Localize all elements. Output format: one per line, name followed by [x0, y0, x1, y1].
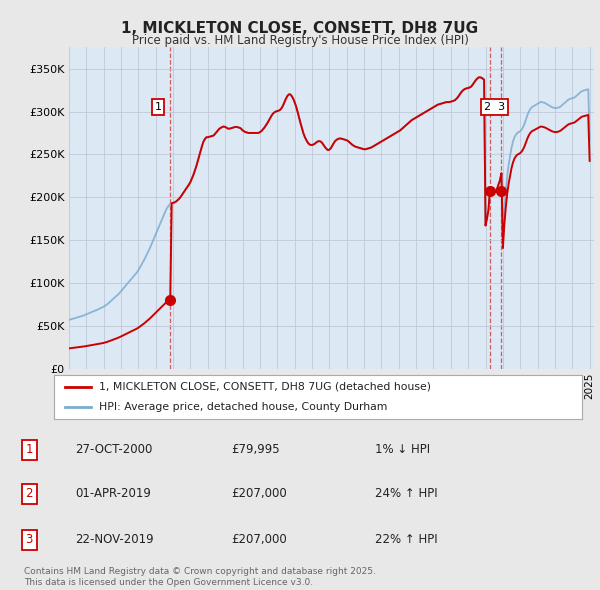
Text: 1, MICKLETON CLOSE, CONSETT, DH8 7UG: 1, MICKLETON CLOSE, CONSETT, DH8 7UG — [121, 21, 479, 36]
Text: 3: 3 — [26, 533, 33, 546]
Text: HPI: Average price, detached house, County Durham: HPI: Average price, detached house, Coun… — [99, 402, 387, 412]
Text: 01-APR-2019: 01-APR-2019 — [76, 487, 151, 500]
Text: £79,995: £79,995 — [231, 443, 280, 456]
Text: Contains HM Land Registry data © Crown copyright and database right 2025.
This d: Contains HM Land Registry data © Crown c… — [24, 568, 376, 586]
Text: 22% ↑ HPI: 22% ↑ HPI — [375, 533, 437, 546]
Text: 24% ↑ HPI: 24% ↑ HPI — [375, 487, 437, 500]
Text: £207,000: £207,000 — [231, 487, 287, 500]
Text: 2: 2 — [26, 487, 33, 500]
Text: 1: 1 — [155, 102, 161, 112]
Text: 27-OCT-2000: 27-OCT-2000 — [76, 443, 153, 456]
Text: 22-NOV-2019: 22-NOV-2019 — [76, 533, 154, 546]
Text: Price paid vs. HM Land Registry's House Price Index (HPI): Price paid vs. HM Land Registry's House … — [131, 34, 469, 47]
Text: £207,000: £207,000 — [231, 533, 287, 546]
Text: 1, MICKLETON CLOSE, CONSETT, DH8 7UG (detached house): 1, MICKLETON CLOSE, CONSETT, DH8 7UG (de… — [99, 382, 431, 392]
Text: 1% ↓ HPI: 1% ↓ HPI — [375, 443, 430, 456]
Text: 1: 1 — [26, 443, 33, 456]
Text: 2  3: 2 3 — [484, 102, 505, 112]
